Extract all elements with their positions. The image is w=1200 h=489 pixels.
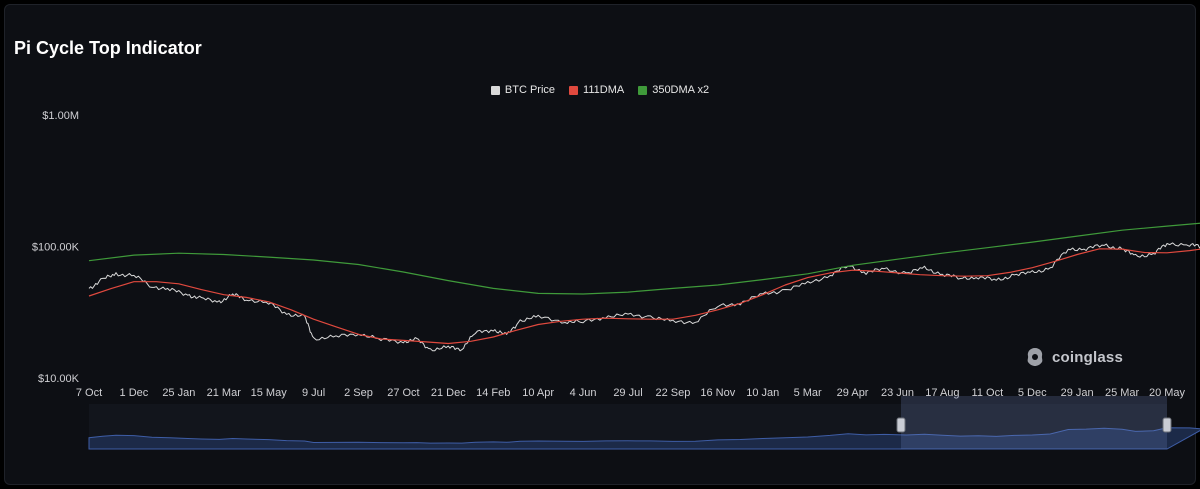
x-tick-label: 4 Jun (570, 387, 597, 399)
brand-name: coinglass (1052, 348, 1123, 366)
navigator-area (88, 427, 1200, 450)
series-line-111dma (88, 248, 1200, 345)
x-tick-label: 11 Oct (972, 387, 1004, 399)
x-tick-label: 27 Oct (387, 387, 419, 399)
navigator-selection (901, 396, 1167, 449)
legend-label-350dma: 350DMA x2 (652, 84, 710, 96)
y-tick-label: $100.00K (32, 242, 80, 254)
x-tick-label: 17 Aug (925, 387, 959, 399)
legend-swatch-111dma (569, 85, 579, 95)
legend-label-btc-price: BTC Price (504, 84, 556, 96)
legend-swatch-btc-price (490, 85, 500, 95)
series-line-350dma-x2 (88, 222, 1200, 295)
x-tick-label: 16 Nov (700, 387, 735, 399)
x-tick-label: 22 Sep (655, 387, 690, 399)
x-tick-label: 2 Sep (344, 387, 373, 399)
chart-legend: BTC Price 111DMA 350DMA x2 (0, 84, 1200, 96)
x-tick-label: 10 Apr (522, 387, 554, 399)
legend-item-btc-price[interactable]: BTC Price (490, 84, 556, 96)
x-tick-label: 5 Mar (794, 387, 822, 399)
x-tick-label: 25 Mar (1105, 387, 1140, 399)
x-tick-label: 29 Jul (613, 387, 642, 399)
x-tick-label: 5 Dec (1018, 387, 1047, 399)
navigator-handle[interactable] (1162, 417, 1172, 433)
legend-swatch-350dma (638, 85, 648, 95)
x-tick-label: 29 Jan (1061, 387, 1094, 399)
x-tick-label: 9 Jul (302, 387, 325, 399)
series-line-btc-price (88, 242, 1200, 352)
legend-label-111dma: 111DMA (583, 84, 625, 96)
x-tick-label: 25 Jan (162, 387, 195, 399)
navigator-handle[interactable] (896, 417, 906, 433)
x-tick-label: 21 Dec (431, 387, 466, 399)
y-tick-label: $1.00M (42, 110, 79, 122)
x-tick-label: 15 May (251, 387, 288, 399)
chart-title: Pi Cycle Top Indicator (14, 38, 202, 58)
coinglass-watermark: coinglass (1024, 346, 1123, 368)
x-tick-label: 29 Apr (837, 387, 869, 399)
x-tick-label: 20 May (1149, 387, 1186, 399)
x-tick-label: 23 Jun (881, 387, 914, 399)
x-tick-label: 1 Dec (120, 387, 149, 399)
legend-item-111dma[interactable]: 111DMA (569, 84, 624, 96)
x-tick-label: 7 Oct (76, 387, 102, 399)
x-tick-label: 10 Jan (746, 387, 779, 399)
x-tick-label: 14 Feb (476, 387, 510, 399)
y-tick-label: $10.00K (38, 373, 80, 385)
x-tick-label: 21 Mar (207, 387, 242, 399)
legend-item-350dma[interactable]: 350DMA x2 (638, 84, 709, 96)
coinglass-logo-icon (1027, 348, 1043, 366)
